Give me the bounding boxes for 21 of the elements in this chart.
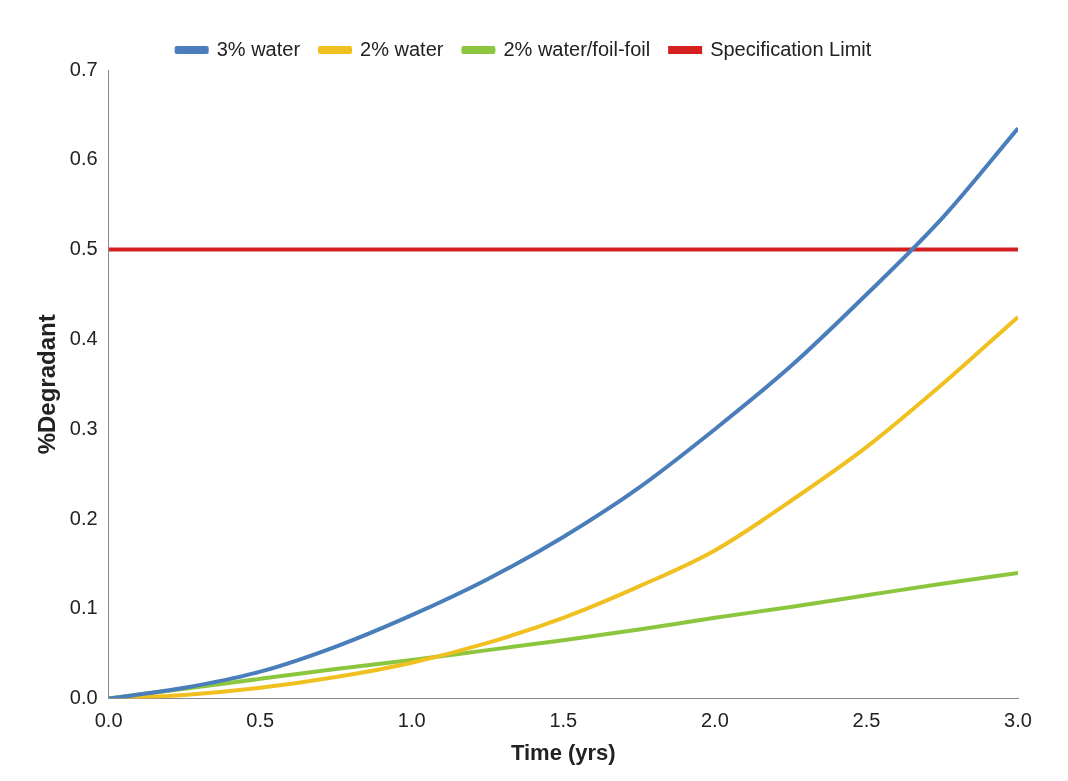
x-tick-label: 2.0 [700, 709, 729, 732]
y-axis-title: %Degradant [33, 314, 61, 455]
legend-label: 2% water/foil-foil [503, 37, 651, 60]
y-tick-label: 0.2 [69, 506, 98, 529]
y-tick-label: 0.3 [69, 416, 98, 439]
x-tick-label: 3.0 [1004, 709, 1032, 732]
x-tick-label: 1.5 [549, 709, 578, 732]
legend-label: Specification Limit [710, 37, 872, 60]
x-tick-label: 1.0 [397, 709, 426, 732]
y-tick-label: 0.7 [69, 57, 98, 80]
legend-label: 3% water [216, 37, 301, 60]
y-tick-label: 0.5 [69, 237, 98, 260]
legend-label: 2% water [360, 37, 444, 60]
y-tick-label: 0.1 [69, 596, 98, 619]
x-tick-label: 0.5 [246, 709, 275, 732]
y-tick-label: 0.0 [69, 686, 98, 709]
y-tick-label: 0.4 [69, 326, 98, 349]
x-tick-label: 2.5 [852, 709, 881, 732]
y-tick-label: 0.6 [69, 147, 98, 170]
x-axis-title: Time (yrs) [510, 739, 616, 765]
x-tick-label: 0.0 [94, 709, 123, 732]
